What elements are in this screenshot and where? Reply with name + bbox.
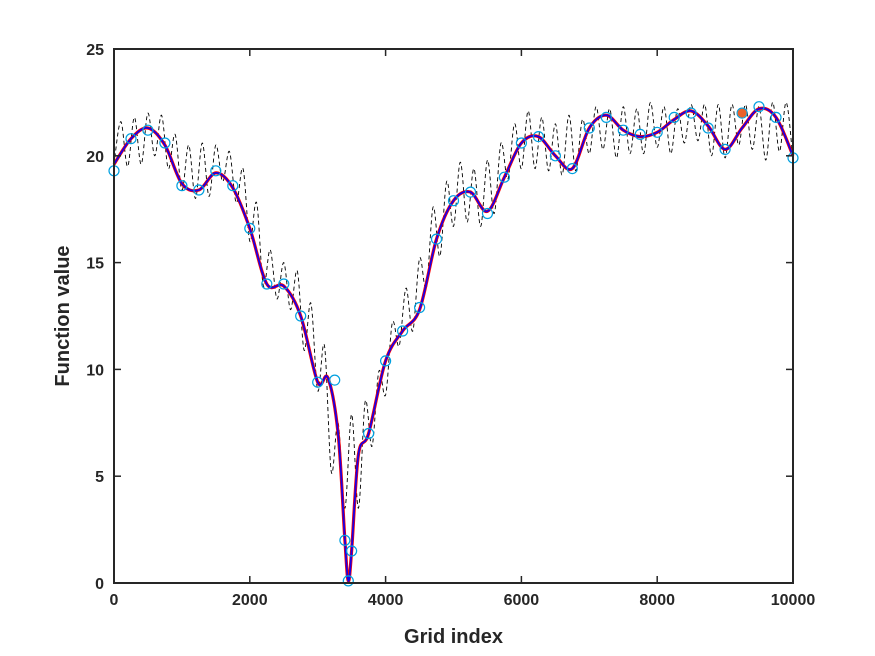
data-point-marker [159,137,171,149]
data-point-marker [380,355,392,367]
y-tick-label: 20 [86,149,104,166]
series-layer [108,101,799,587]
data-point-marker [397,325,409,337]
data-point-marker [481,207,494,220]
data-point-marker [142,124,154,136]
data-point-marker [447,195,460,207]
data-point-marker [329,374,341,386]
data-point-marker [193,184,205,196]
series-blue-line [113,107,794,582]
data-point-marker [736,107,748,119]
data-point-marker [125,133,137,145]
data-point-marker [753,101,765,113]
data-point-marker [312,376,324,388]
data-point-marker [210,165,222,177]
data-point-marker [566,163,578,175]
data-point-marker [414,301,426,314]
y-tick-label: 10 [86,362,104,379]
data-point-marker [600,111,612,124]
data-point-marker [363,427,375,440]
data-point-marker [498,171,510,183]
data-point-marker [342,575,354,587]
x-tick-label: 8000 [639,592,675,609]
plot-area [114,49,793,583]
data-point-marker [176,180,188,192]
data-point-marker [651,126,663,138]
y-tick-label: 0 [95,576,104,593]
y-axis-label: Function value [52,245,74,386]
data-point-marker [430,233,443,245]
data-point-marker [685,107,697,119]
highlight-point [737,108,747,118]
y-tick-label: 5 [95,469,104,486]
y-tick-label: 15 [86,256,104,273]
x-tick-label: 4000 [368,592,404,609]
x-axis-label: Grid index [404,626,503,648]
data-point-marker [339,534,351,546]
data-point-marker [770,111,782,124]
data-point-marker [295,310,307,322]
data-point-marker [278,278,290,290]
data-point-marker [464,186,477,198]
data-point-marker [227,180,239,192]
x-tick-label: 6000 [504,592,540,609]
x-tick-label: 2000 [232,592,268,609]
ticks-layer: 0 2000 4000 6000 8000 10000 0 5 10 15 20 25 [86,42,815,609]
data-point-marker [261,278,273,290]
data-point-marker [719,143,731,155]
data-point-marker [668,111,680,124]
data-point-marker [346,545,358,557]
data-point-marker [634,128,646,140]
data-point-marker [583,122,595,134]
data-point-marker [244,222,256,234]
x-tick-label: 0 [110,592,119,609]
data-point-marker [617,124,629,136]
data-point-marker [702,122,714,134]
data-point-marker [549,150,562,162]
x-tick-label: 10000 [771,592,816,609]
y-tick-label: 25 [86,42,104,59]
data-point-marker [532,131,545,143]
data-point-marker [515,137,528,149]
axes-box [113,48,794,584]
